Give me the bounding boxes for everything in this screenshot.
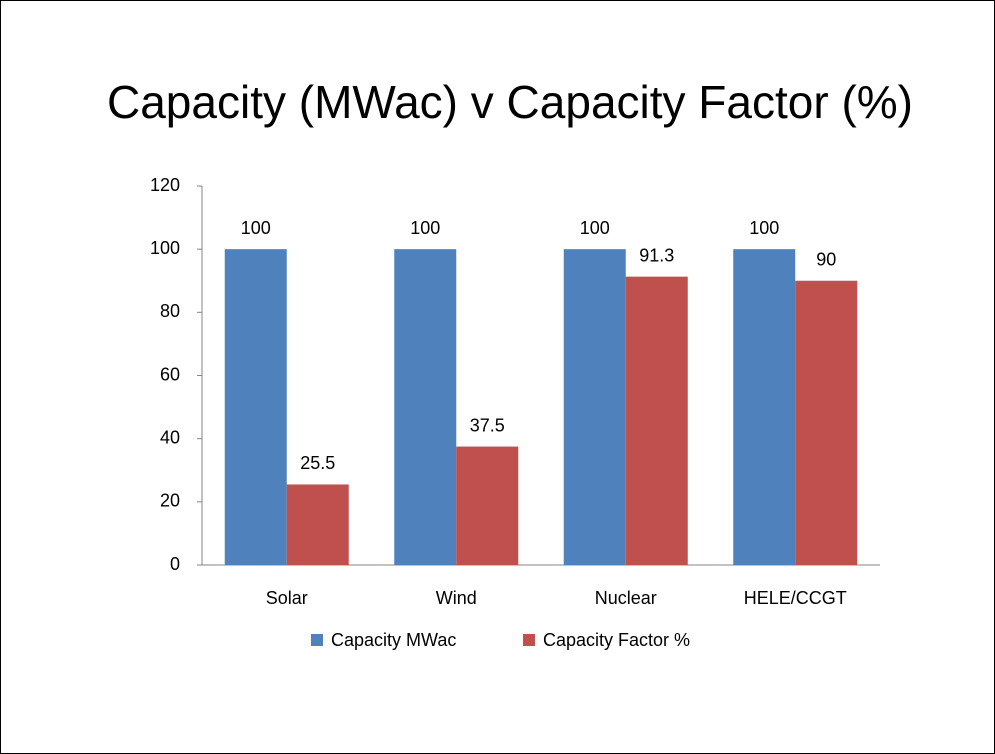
bar	[625, 276, 688, 565]
legend-label: Capacity Factor %	[543, 630, 690, 650]
bar	[456, 446, 519, 565]
data-label: 100	[749, 218, 779, 238]
y-tick-label: 80	[160, 301, 180, 321]
x-tick-label: Solar	[266, 588, 308, 608]
y-tick-label: 100	[150, 238, 180, 258]
data-label: 37.5	[470, 415, 505, 435]
bar	[224, 249, 287, 565]
chart-title: Capacity (MWac) v Capacity Factor (%)	[107, 76, 913, 128]
data-label: 100	[580, 218, 610, 238]
y-tick-label: 20	[160, 491, 180, 511]
data-label: 100	[410, 218, 440, 238]
data-label: 90	[816, 250, 836, 270]
legend-label: Capacity MWac	[331, 630, 456, 650]
bar	[394, 249, 457, 565]
x-tick-label: Nuclear	[595, 588, 657, 608]
y-tick-label: 120	[150, 175, 180, 195]
data-label: 25.5	[300, 453, 335, 473]
legend-swatch	[523, 634, 535, 646]
bar	[733, 249, 796, 565]
legend-swatch	[311, 634, 323, 646]
y-tick-label: 40	[160, 427, 180, 447]
y-tick-label: 0	[170, 554, 180, 574]
x-tick-label: HELE/CCGT	[744, 588, 847, 608]
data-label: 91.3	[639, 245, 674, 265]
x-tick-label: Wind	[436, 588, 477, 608]
bar	[563, 249, 626, 565]
bar	[795, 280, 858, 565]
data-label: 100	[241, 218, 271, 238]
bar	[286, 484, 349, 565]
y-tick-label: 60	[160, 364, 180, 384]
